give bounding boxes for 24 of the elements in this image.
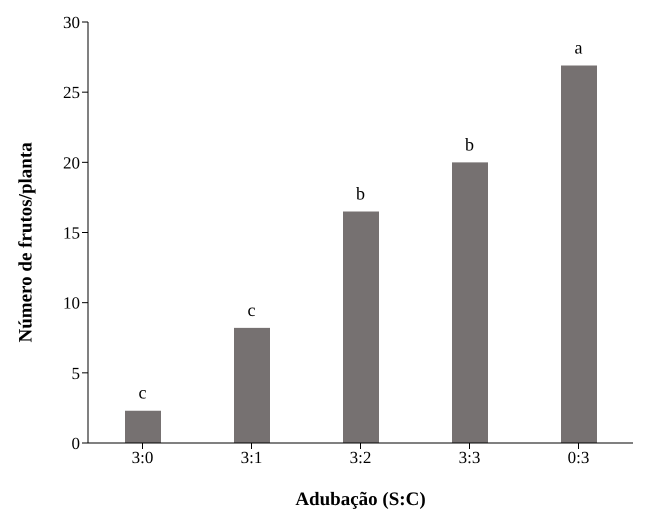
bar xyxy=(125,410,161,443)
x-axis-title: Adubação (S:C) xyxy=(295,489,426,510)
annotation: b xyxy=(356,183,365,204)
annotation: a xyxy=(574,38,582,58)
bar xyxy=(561,66,597,443)
x-tick-label: 3:1 xyxy=(240,448,262,468)
x-tick-label: 3:2 xyxy=(350,448,372,468)
x-tick-label: 3:3 xyxy=(458,448,480,468)
annotation: b xyxy=(465,134,474,154)
y-tick-label: 0 xyxy=(72,434,80,454)
annotation: c xyxy=(248,300,256,320)
bar xyxy=(452,162,488,443)
y-tick-label: 5 xyxy=(72,364,80,383)
y-axis-title: Número de frutos/planta xyxy=(16,142,37,342)
annotation: c xyxy=(138,382,146,403)
y-tick-label: 20 xyxy=(63,153,80,172)
bar xyxy=(343,211,379,443)
y-tick-label: 10 xyxy=(63,294,80,313)
y-tick-label: 15 xyxy=(63,224,80,243)
bar xyxy=(234,328,270,443)
y-tick-label: 30 xyxy=(63,13,80,32)
x-tick-label: 0:3 xyxy=(568,448,590,468)
y-tick-label: 25 xyxy=(63,83,80,102)
x-tick-label: 3:0 xyxy=(132,448,154,468)
